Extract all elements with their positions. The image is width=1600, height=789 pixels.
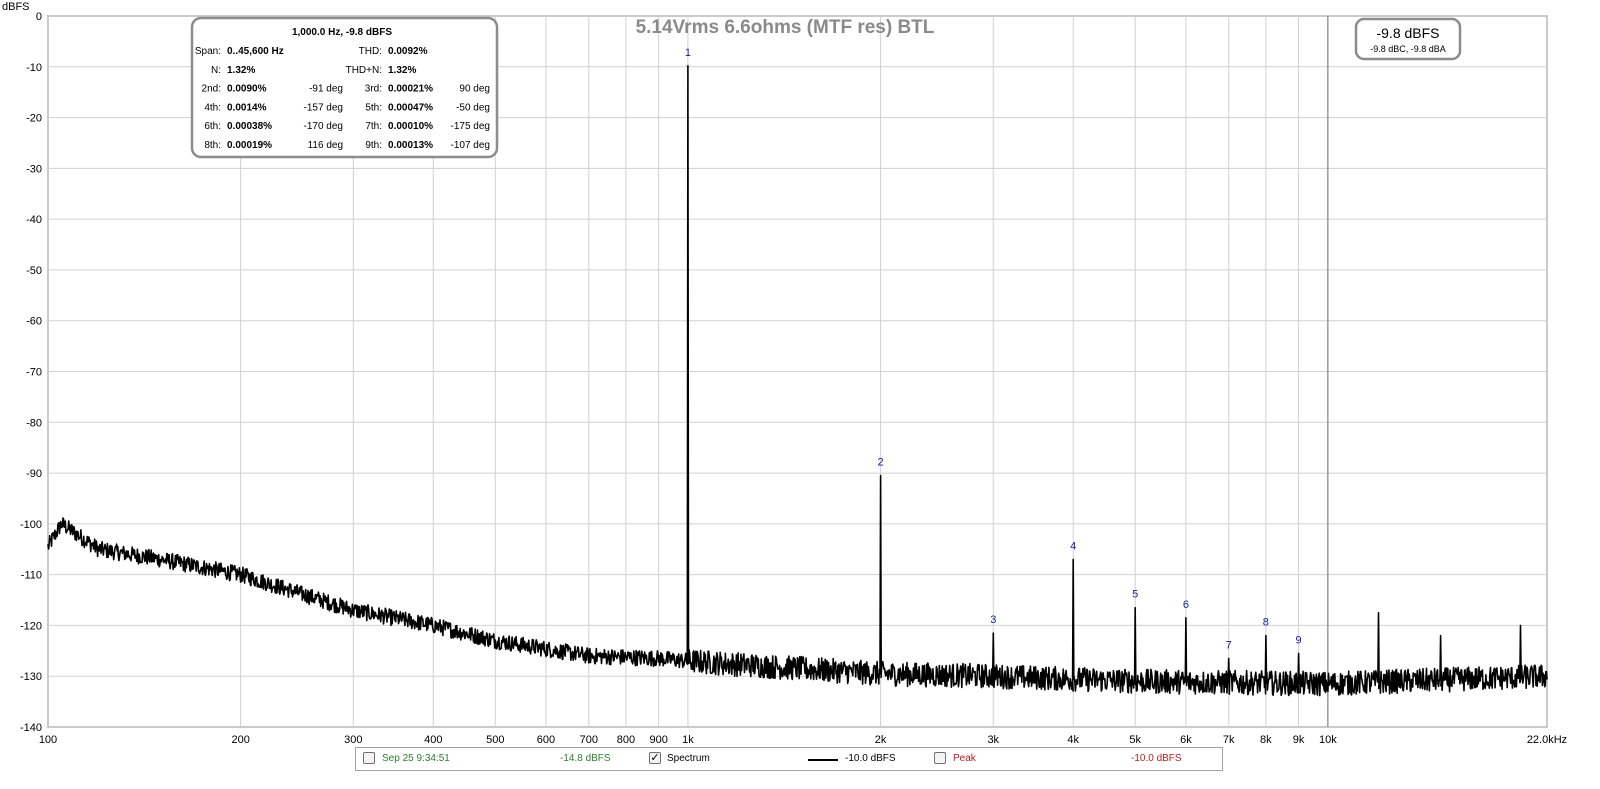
stats-key: 3rd: bbox=[365, 84, 382, 95]
x-tick-label: 400 bbox=[424, 734, 442, 746]
spectrum-line bbox=[47, 65, 1548, 697]
stats-phase: -91 deg bbox=[309, 84, 343, 95]
stats-value: 1.32% bbox=[227, 65, 255, 76]
level-sub: -9.8 dBC, -9.8 dBA bbox=[1370, 44, 1446, 54]
level-main: -9.8 dBFS bbox=[1376, 25, 1439, 41]
y-tick-label: -130 bbox=[20, 671, 42, 683]
stats-phase: -170 deg bbox=[304, 121, 343, 132]
x-tick-label: 500 bbox=[486, 734, 504, 746]
stats-value: 0.00019% bbox=[227, 140, 272, 151]
y-tick-label: -40 bbox=[26, 214, 42, 226]
stats-phase: 90 deg bbox=[459, 84, 490, 95]
y-axis-label: dBFS bbox=[2, 1, 30, 13]
history-label: Sep 25 9:34:51 bbox=[382, 753, 450, 764]
stats-phase: -107 deg bbox=[451, 140, 490, 151]
y-tick-label: -20 bbox=[26, 113, 42, 125]
harmonic-label: 7 bbox=[1226, 639, 1232, 651]
spectrum-swatch bbox=[808, 759, 838, 761]
x-tick-label: 4k bbox=[1067, 734, 1079, 746]
x-tick-label: 7k bbox=[1223, 734, 1235, 746]
stats-value: 0.00038% bbox=[227, 121, 272, 132]
stats-phase: 116 deg bbox=[308, 140, 343, 151]
y-tick-label: -90 bbox=[26, 468, 42, 480]
series-group bbox=[47, 65, 1548, 697]
stats-value: 0.00013% bbox=[388, 140, 433, 151]
y-tick-label: -100 bbox=[20, 519, 42, 531]
harmonic-label: 8 bbox=[1263, 617, 1269, 629]
axis-ticks: 0 -10 -20 -30 -40 -50 -60 -70 -80 -90 -100 -110 -120… bbox=[20, 11, 1567, 746]
x-tick-label: 300 bbox=[344, 734, 362, 746]
stats-phase: -157 deg bbox=[304, 102, 343, 113]
harmonic-label: 1 bbox=[685, 47, 691, 59]
harmonic-label: 2 bbox=[878, 457, 884, 469]
y-tick-label: 0 bbox=[36, 11, 42, 23]
x-tick-label: 3k bbox=[987, 734, 999, 746]
history-value: -14.8 dBFS bbox=[560, 753, 611, 764]
y-tick-label: -110 bbox=[21, 570, 42, 582]
harmonic-label: 6 bbox=[1183, 599, 1189, 611]
stats-value: 0.00047% bbox=[388, 102, 433, 113]
level-box: -9.8 dBFS -9.8 dBC, -9.8 dBA bbox=[1354, 17, 1462, 61]
peak-checkbox[interactable] bbox=[934, 752, 946, 764]
spectrum-checkbox[interactable]: ✓ bbox=[649, 752, 661, 764]
stats-header: 1,000.0 Hz, -9.8 dBFS bbox=[292, 27, 392, 38]
y-tick-label: -80 bbox=[26, 417, 42, 429]
harmonic-label: 4 bbox=[1070, 540, 1076, 552]
peak-value: -10.0 dBFS bbox=[1131, 753, 1182, 764]
stats-value: 0.00010% bbox=[388, 121, 433, 132]
stats-key: 4th: bbox=[204, 102, 221, 113]
x-tick-label: 100 bbox=[39, 734, 57, 746]
stats-key: THD+N: bbox=[346, 65, 382, 76]
harmonic-label: 3 bbox=[990, 614, 996, 626]
x-tick-label: 10k bbox=[1319, 734, 1337, 746]
stats-value: 0.0092% bbox=[388, 46, 428, 57]
x-tick-label: 900 bbox=[649, 734, 667, 746]
stats-key: 7th: bbox=[365, 121, 382, 132]
harmonic-labels: 1 2 3 4 5 6 7 8 9 bbox=[685, 47, 1302, 652]
stats-key: THD: bbox=[359, 46, 382, 57]
stats-value: 1.32% bbox=[388, 65, 416, 76]
y-tick-label: -60 bbox=[26, 316, 42, 328]
stats-key: 9th: bbox=[365, 140, 382, 151]
history-checkbox[interactable] bbox=[363, 752, 375, 764]
stats-key: 2nd: bbox=[202, 84, 221, 95]
spectrum-value: -10.0 dBFS bbox=[845, 753, 896, 764]
stats-key: 8th: bbox=[204, 140, 221, 151]
x-tick-label: 5k bbox=[1129, 734, 1141, 746]
x-tick-label: 22.0kHz bbox=[1527, 734, 1567, 746]
y-tick-label: -120 bbox=[20, 620, 42, 632]
stats-phase: -175 deg bbox=[451, 121, 490, 132]
spectrum-label: Spectrum bbox=[667, 753, 710, 764]
stats-box: 1,000.0 Hz, -9.8 dBFS Span: 0..45,600 Hz T… bbox=[190, 16, 499, 159]
x-tick-label: 800 bbox=[617, 734, 635, 746]
peak-label: Peak bbox=[953, 753, 976, 764]
x-tick-label: 2k bbox=[875, 734, 887, 746]
x-tick-label: 6k bbox=[1180, 734, 1192, 746]
x-tick-label: 200 bbox=[231, 734, 249, 746]
x-tick-label: 700 bbox=[580, 734, 598, 746]
stats-key: N: bbox=[211, 65, 221, 76]
x-tick-label: 9k bbox=[1293, 734, 1305, 746]
stats-phase: -50 deg bbox=[456, 102, 490, 113]
x-tick-label: 8k bbox=[1260, 734, 1272, 746]
y-tick-label: -50 bbox=[26, 265, 42, 277]
stats-value: 0.0014% bbox=[227, 102, 267, 113]
stats-value: 0..45,600 Hz bbox=[227, 46, 284, 57]
y-tick-label: -70 bbox=[26, 367, 42, 379]
harmonic-label: 9 bbox=[1296, 634, 1302, 646]
stats-key: 6th: bbox=[204, 121, 221, 132]
stats-value: 0.00021% bbox=[388, 84, 433, 95]
stats-value: 0.0090% bbox=[227, 84, 267, 95]
stats-key: 5th: bbox=[365, 102, 382, 113]
stats-key: Span: bbox=[195, 46, 221, 57]
x-tick-label: 1k bbox=[682, 734, 694, 746]
harmonic-label: 5 bbox=[1132, 589, 1138, 601]
x-tick-label: 600 bbox=[537, 734, 555, 746]
chart-title: 5.14Vrms 6.6ohms (MTF res) BTL bbox=[636, 17, 935, 38]
y-tick-label: -10 bbox=[26, 62, 42, 74]
y-tick-label: -140 bbox=[20, 722, 42, 734]
y-tick-label: -30 bbox=[26, 163, 42, 175]
legend-bar: Sep 25 9:34:51 -14.8 dBFS ✓ Spectrum -10… bbox=[355, 747, 1223, 771]
